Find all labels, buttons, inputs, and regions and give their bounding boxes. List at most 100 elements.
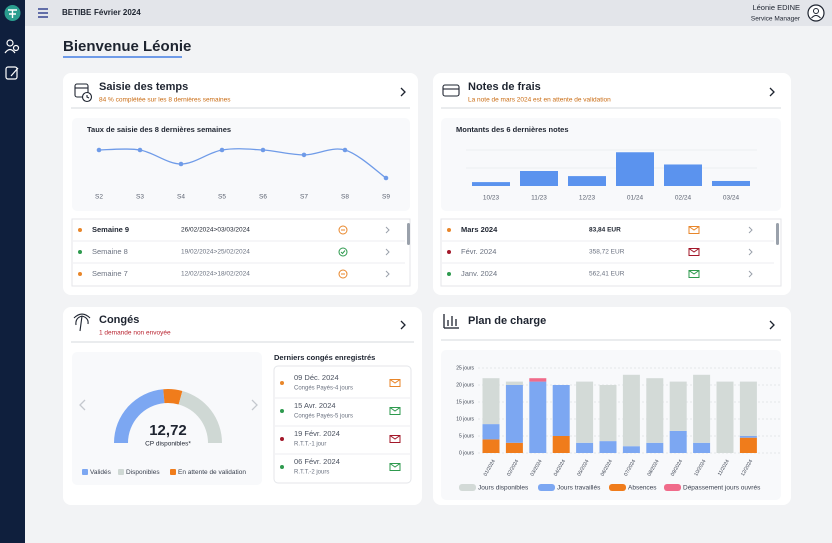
- next-button[interactable]: [251, 399, 258, 411]
- chart-panel: [72, 352, 262, 485]
- sidebar: [0, 0, 25, 543]
- status-dot: [280, 409, 284, 413]
- bar-segment: [739, 436, 757, 438]
- bar: [520, 171, 558, 186]
- bar-segment: [739, 437, 757, 453]
- bar-segment: [482, 378, 500, 425]
- row-chevron[interactable]: [385, 226, 390, 234]
- legend-label[interactable]: Dépassement jours ouvrés: [683, 485, 761, 492]
- scrollbar[interactable]: [776, 223, 779, 245]
- card-subtitle: 84 % complétée sur les 8 dernières semai…: [99, 97, 231, 104]
- row-date: 15 Avr. 2024: [294, 401, 336, 410]
- point: [137, 147, 143, 153]
- open-button[interactable]: [400, 87, 406, 97]
- bar: [472, 182, 510, 186]
- y-tick-label: 10 jours: [456, 416, 474, 422]
- row-label: Févr. 2024: [461, 247, 496, 256]
- bar: [568, 176, 606, 186]
- x-tick-label: 03/24: [723, 195, 740, 202]
- open-button[interactable]: [769, 320, 775, 330]
- avatar[interactable]: [807, 4, 825, 22]
- y-tick-label: 20 jours: [456, 382, 474, 388]
- row-chevron[interactable]: [748, 226, 753, 234]
- y-tick-label: 15 jours: [456, 399, 474, 405]
- prev-button[interactable]: [79, 399, 86, 411]
- legend-marker[interactable]: [664, 484, 681, 491]
- card-subtitle: 1 demande non envoyée: [99, 330, 171, 337]
- point: [96, 147, 102, 153]
- point: [260, 147, 266, 153]
- status-icon: [389, 463, 401, 468]
- status-icon: [688, 248, 700, 256]
- welcome-underline: [63, 56, 182, 58]
- bar-segment: [716, 381, 734, 453]
- status-icon: [389, 407, 401, 412]
- row-detail: R.T.T.-2 jours: [294, 470, 329, 476]
- legend-marker[interactable]: [538, 484, 555, 491]
- x-tick-label: S5: [218, 194, 226, 201]
- chart-title: Taux de saisie des 8 dernières semaines: [87, 125, 231, 134]
- bar-segment: [693, 374, 711, 443]
- user-name: Léonie EDINE: [752, 3, 800, 12]
- status-icon: [688, 270, 700, 278]
- row-chevron[interactable]: [748, 248, 753, 256]
- status-dot: [447, 228, 451, 232]
- gauge-label: CP disponibles*: [145, 441, 191, 448]
- bar-segment: [646, 442, 664, 453]
- status-dot: [447, 250, 451, 254]
- legend-marker: [118, 469, 124, 475]
- scrollbar[interactable]: [407, 223, 410, 245]
- y-tick-label: 0 jours: [459, 450, 475, 456]
- period: Février 2024: [94, 8, 141, 17]
- x-tick-label: S6: [259, 194, 267, 201]
- bar-segment: [739, 381, 757, 436]
- x-tick-label: 11/23: [531, 195, 547, 202]
- legend-label[interactable]: Jours disponibles: [478, 485, 529, 492]
- legend-marker[interactable]: [459, 484, 476, 491]
- row-dates: 12/02/2024>18/02/2024: [181, 271, 250, 278]
- card-title: Plan de charge: [468, 315, 546, 327]
- x-tick-label: S2: [95, 194, 103, 201]
- x-tick-label: S3: [136, 194, 144, 201]
- logo-mark: [8, 9, 17, 18]
- x-tick-label: 02/24: [675, 195, 692, 202]
- top-bar: [0, 0, 832, 26]
- point: [383, 175, 389, 181]
- status-dot: [447, 272, 451, 276]
- bar-segment: [599, 441, 617, 453]
- row-chevron[interactable]: [748, 270, 753, 278]
- bar-segment: [693, 442, 711, 453]
- menu-button[interactable]: [38, 8, 48, 18]
- status-icon: [688, 226, 700, 231]
- status-icon: [338, 225, 348, 235]
- status-icon: [340, 250, 346, 255]
- x-tick-label: S4: [177, 194, 185, 201]
- card-subtitle: La note de mars 2024 est en attente de v…: [468, 97, 611, 104]
- line: [98, 148, 387, 179]
- point: [178, 161, 184, 167]
- nav-edit[interactable]: [5, 66, 19, 80]
- legend-marker[interactable]: [609, 484, 626, 491]
- bar-segment: [552, 436, 570, 453]
- bar-segment: [622, 446, 640, 453]
- row-date: 19 Févr. 2024: [294, 429, 340, 438]
- row-chevron[interactable]: [385, 270, 390, 278]
- status-dot: [78, 272, 82, 276]
- row-label: Semaine 8: [92, 247, 128, 256]
- legend-label[interactable]: Jours travaillés: [557, 485, 601, 492]
- legend-label[interactable]: Absences: [628, 485, 657, 492]
- open-button[interactable]: [400, 320, 406, 330]
- x-tick-label: S7: [300, 194, 308, 201]
- row-dates: 19/02/2024>25/02/2024: [181, 249, 250, 256]
- status-icon: [389, 379, 401, 387]
- x-tick-label: 01/24: [627, 195, 644, 202]
- x-tick-label: S9: [382, 194, 390, 201]
- card-title: Saisie des temps: [99, 81, 188, 93]
- row-detail: R.T.T.-1 jour: [294, 442, 326, 448]
- nav-people[interactable]: [4, 39, 20, 54]
- list: [440, 218, 782, 287]
- workload-icon: [443, 314, 459, 329]
- row-chevron[interactable]: [385, 248, 390, 256]
- open-button[interactable]: [769, 87, 775, 97]
